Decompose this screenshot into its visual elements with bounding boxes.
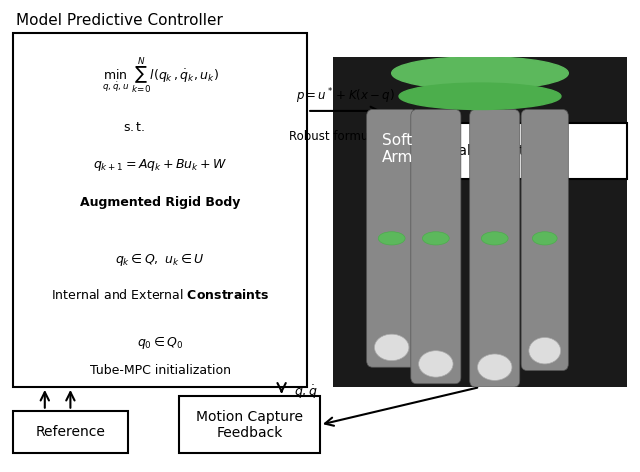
Ellipse shape <box>374 334 409 361</box>
Ellipse shape <box>481 232 508 245</box>
FancyBboxPatch shape <box>367 110 417 367</box>
Ellipse shape <box>378 232 405 245</box>
FancyBboxPatch shape <box>333 57 627 387</box>
FancyBboxPatch shape <box>521 110 568 371</box>
Ellipse shape <box>477 354 512 380</box>
Text: Augmented Rigid Body: Augmented Rigid Body <box>80 196 240 210</box>
Ellipse shape <box>532 232 557 245</box>
Text: Valve Controller: Valve Controller <box>451 144 561 158</box>
FancyBboxPatch shape <box>411 110 461 384</box>
FancyBboxPatch shape <box>13 33 307 387</box>
Text: $\min_{q,\dot{q},u}\ \sum_{k=0}^{N} l(q_k, \dot{q}_k, u_k)$: $\min_{q,\dot{q},u}\ \sum_{k=0}^{N} l(q_… <box>102 55 218 96</box>
Text: Tube-MPC initialization: Tube-MPC initialization <box>90 364 230 377</box>
Text: $p = u^* + K(x - q)$: $p = u^* + K(x - q)$ <box>296 86 395 106</box>
FancyBboxPatch shape <box>13 411 128 453</box>
Ellipse shape <box>392 57 568 90</box>
FancyBboxPatch shape <box>179 396 320 453</box>
Text: $q_k \in Q,\ u_k \in U$: $q_k \in Q,\ u_k \in U$ <box>115 251 205 268</box>
Text: $q_0 \in Q_0$: $q_0 \in Q_0$ <box>137 334 183 351</box>
Text: Model Predictive Controller: Model Predictive Controller <box>16 13 223 28</box>
Text: Soft
Arm: Soft Arm <box>382 133 413 165</box>
FancyBboxPatch shape <box>470 110 520 387</box>
FancyBboxPatch shape <box>384 123 627 179</box>
Text: $q, \dot{q}$: $q, \dot{q}$ <box>294 383 318 401</box>
Text: Reference: Reference <box>35 425 106 439</box>
Text: $q_{k+1} = Aq_k + Bu_k + W$: $q_{k+1} = Aq_k + Bu_k + W$ <box>93 157 227 173</box>
Text: $\mathrm{s.t.}$: $\mathrm{s.t.}$ <box>123 121 146 134</box>
Ellipse shape <box>422 232 449 245</box>
Text: Motion Capture
Feedback: Motion Capture Feedback <box>196 410 303 440</box>
Ellipse shape <box>529 337 561 364</box>
Ellipse shape <box>419 351 453 377</box>
Text: Internal and External $\mathbf{Constraints}$: Internal and External $\mathbf{Constrain… <box>51 288 269 302</box>
Text: Robust formulation: Robust formulation <box>289 130 402 143</box>
Ellipse shape <box>399 83 561 110</box>
